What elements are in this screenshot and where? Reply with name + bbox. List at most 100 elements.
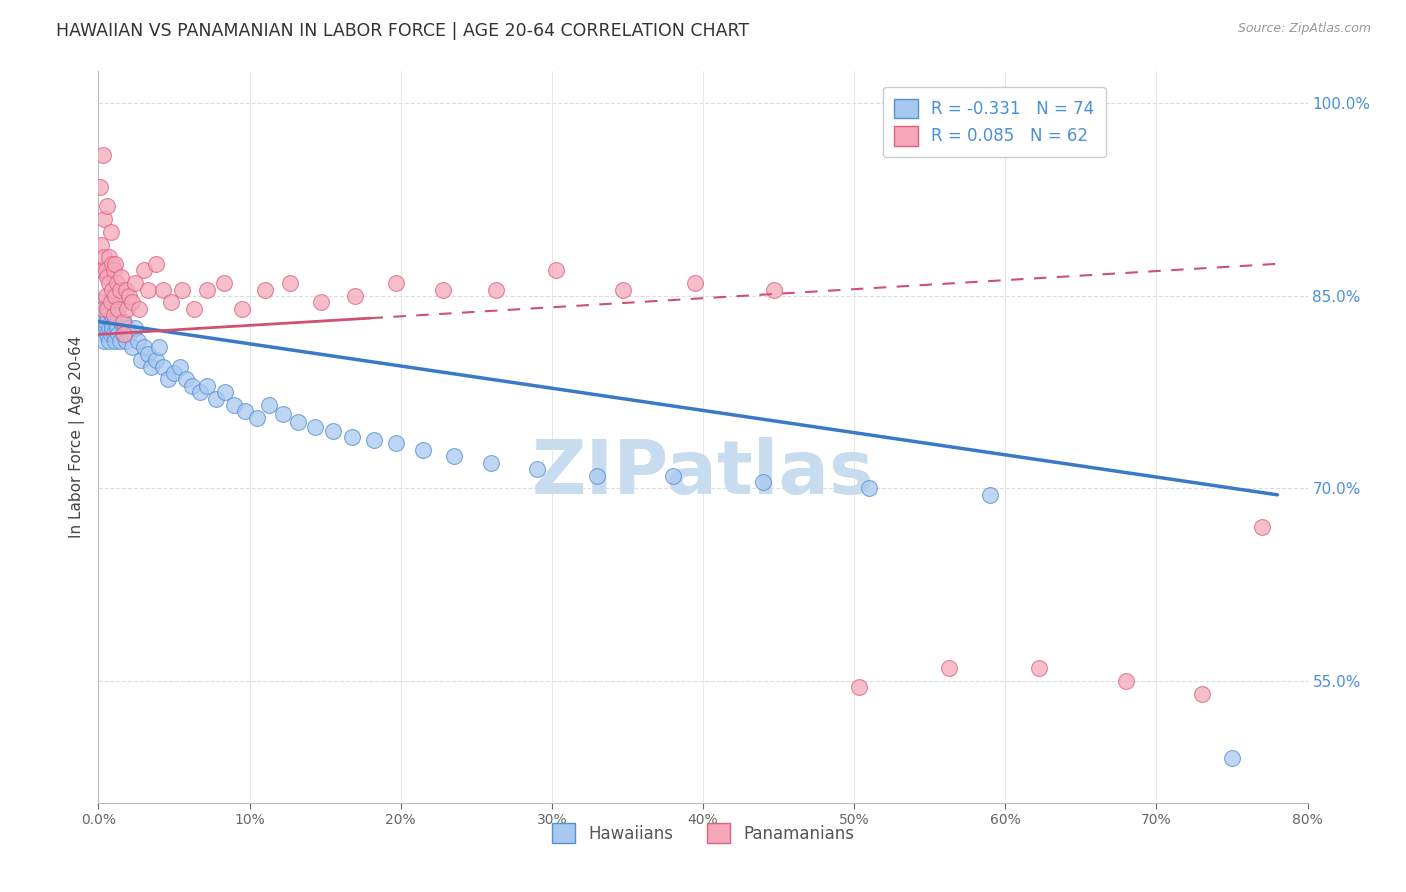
- Point: [118, 289, 141, 303]
- Point: [112, 315, 135, 329]
- Point: [110, 315, 132, 329]
- Point: [661, 468, 683, 483]
- Point: [181, 378, 204, 392]
- Point: [170, 283, 193, 297]
- Point: [763, 283, 786, 297]
- Point: [156, 372, 179, 386]
- Point: [104, 315, 127, 329]
- Point: [98, 334, 121, 348]
- Point: [112, 327, 135, 342]
- Point: [100, 327, 122, 342]
- Point: [110, 295, 132, 310]
- Point: [98, 301, 121, 316]
- Point: [253, 283, 276, 297]
- Y-axis label: In Labor Force | Age 20-64: In Labor Force | Age 20-64: [69, 336, 84, 538]
- Point: [93, 334, 115, 348]
- Point: [118, 327, 141, 342]
- Point: [1115, 673, 1137, 688]
- Point: [432, 283, 454, 297]
- Point: [152, 283, 174, 297]
- Point: [104, 257, 127, 271]
- Point: [128, 301, 150, 316]
- Point: [110, 269, 132, 284]
- Point: [108, 334, 131, 348]
- Point: [100, 315, 122, 329]
- Point: [115, 301, 138, 316]
- Point: [160, 295, 183, 310]
- Point: [101, 321, 124, 335]
- Point: [136, 346, 159, 360]
- Point: [98, 321, 121, 335]
- Point: [105, 308, 128, 322]
- Point: [443, 450, 465, 464]
- Point: [104, 289, 127, 303]
- Point: [94, 263, 117, 277]
- Point: [101, 257, 124, 271]
- Point: [938, 661, 960, 675]
- Point: [107, 301, 129, 316]
- Point: [96, 269, 118, 284]
- Point: [363, 433, 385, 447]
- Point: [105, 321, 128, 335]
- Point: [163, 366, 186, 380]
- Point: [148, 340, 170, 354]
- Point: [174, 372, 197, 386]
- Point: [103, 263, 125, 277]
- Point: [96, 301, 118, 316]
- Point: [169, 359, 191, 374]
- Point: [91, 327, 114, 342]
- Point: [111, 327, 134, 342]
- Point: [145, 353, 167, 368]
- Point: [271, 407, 294, 421]
- Point: [103, 301, 125, 316]
- Point: [90, 263, 112, 277]
- Point: [100, 225, 122, 239]
- Point: [1220, 751, 1243, 765]
- Point: [103, 308, 125, 322]
- Point: [342, 430, 364, 444]
- Point: [1028, 661, 1050, 675]
- Point: [212, 276, 235, 290]
- Point: [145, 257, 167, 271]
- Point: [94, 315, 117, 329]
- Text: Source: ZipAtlas.com: Source: ZipAtlas.com: [1237, 22, 1371, 36]
- Point: [586, 468, 609, 483]
- Point: [195, 283, 218, 297]
- Point: [91, 263, 114, 277]
- Point: [103, 327, 125, 342]
- Point: [979, 488, 1001, 502]
- Point: [127, 334, 149, 348]
- Point: [114, 283, 136, 297]
- Point: [93, 251, 115, 265]
- Point: [233, 404, 256, 418]
- Point: [104, 334, 127, 348]
- Point: [132, 263, 155, 277]
- Point: [546, 263, 568, 277]
- Text: ZIPatlas: ZIPatlas: [531, 437, 875, 510]
- Point: [94, 321, 117, 335]
- Point: [114, 334, 136, 348]
- Point: [98, 251, 121, 265]
- Point: [132, 340, 155, 354]
- Point: [91, 301, 114, 316]
- Point: [141, 359, 163, 374]
- Point: [115, 321, 138, 335]
- Point: [94, 301, 117, 316]
- Point: [96, 308, 118, 322]
- Point: [280, 276, 302, 290]
- Point: [309, 295, 332, 310]
- Point: [91, 148, 114, 162]
- Point: [526, 462, 548, 476]
- Point: [205, 392, 228, 406]
- Point: [124, 276, 146, 290]
- Point: [101, 283, 124, 297]
- Point: [257, 398, 280, 412]
- Point: [107, 327, 129, 342]
- Legend: Hawaiians, Panamanians: Hawaiians, Panamanians: [546, 817, 860, 849]
- Point: [1251, 520, 1274, 534]
- Point: [100, 295, 122, 310]
- Point: [224, 398, 246, 412]
- Point: [848, 681, 870, 695]
- Point: [412, 442, 434, 457]
- Point: [89, 179, 111, 194]
